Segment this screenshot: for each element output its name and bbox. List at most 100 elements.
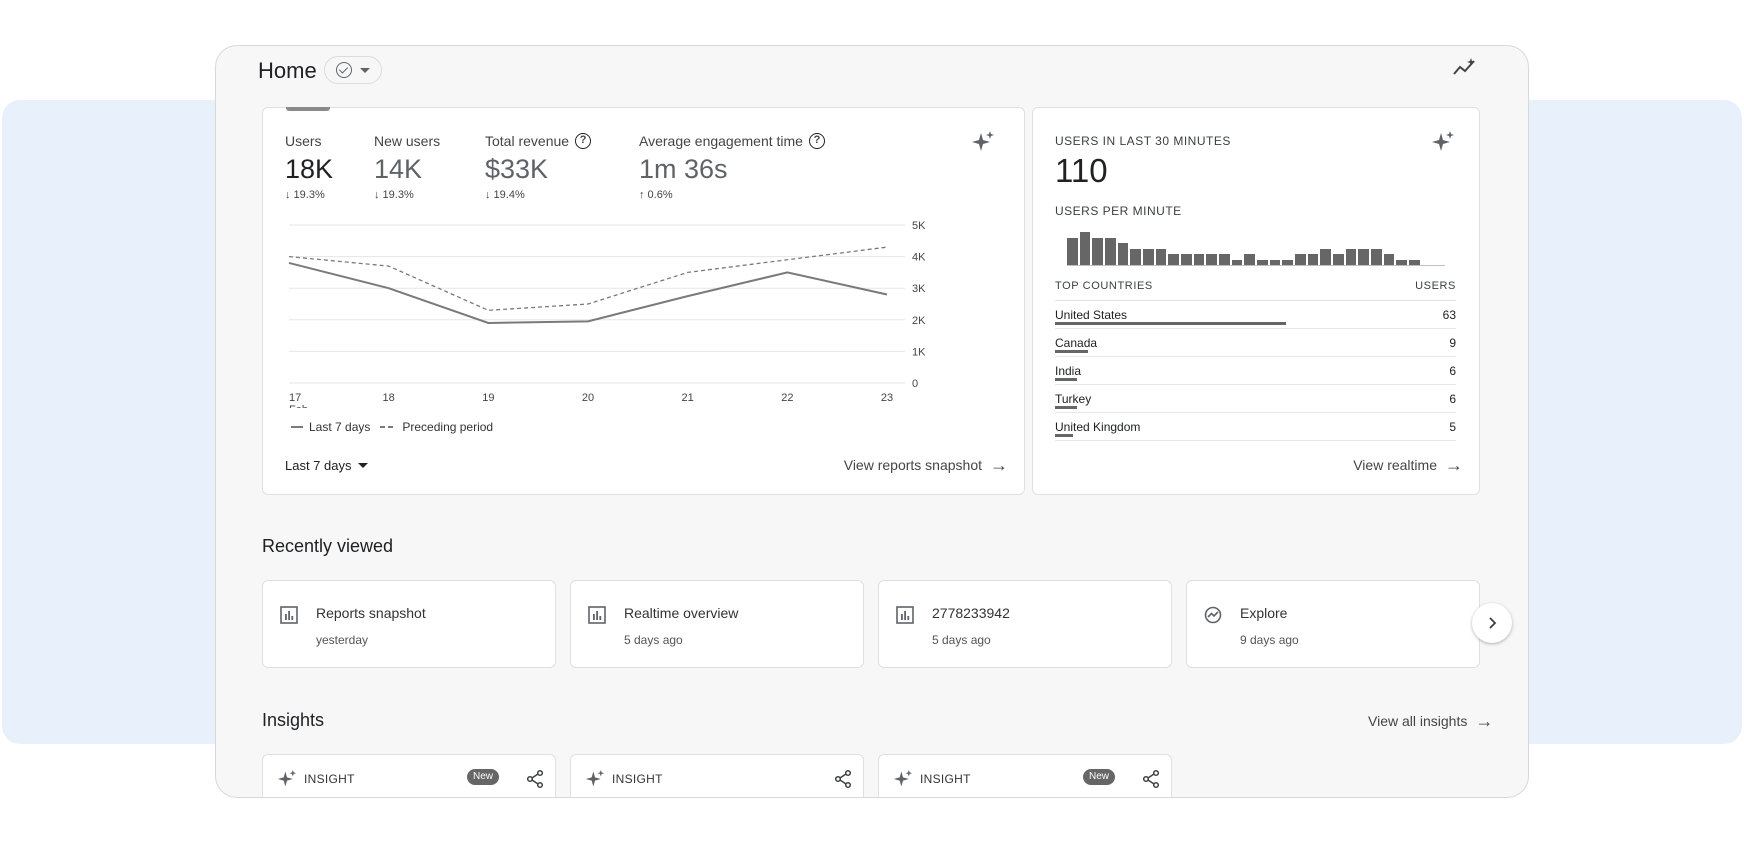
- explore-icon: [1204, 606, 1222, 624]
- metric-label: Average engagement time: [639, 133, 803, 149]
- per-minute-bar: [1231, 259, 1243, 265]
- metrics-card: Users 18K ↓ 19.3% New users 14K ↓ 19.3% …: [262, 107, 1025, 495]
- insights-sparkline-icon[interactable]: [1452, 56, 1478, 80]
- country-row: Turkey 6: [1055, 385, 1456, 413]
- arrow-right-icon: →: [990, 455, 1008, 475]
- metric-total-revenue[interactable]: Total revenue? $33K ↓ 19.4%: [485, 133, 592, 201]
- y-tick-label: 1K: [912, 346, 926, 358]
- date-range-dropdown[interactable]: Last 7 days: [285, 458, 368, 473]
- countries-column-header: TOP COUNTRIES: [1055, 280, 1153, 292]
- sparkle-icon[interactable]: [1431, 130, 1455, 154]
- recent-item-time: yesterday: [316, 633, 369, 647]
- per-minute-bar: [1155, 248, 1167, 265]
- x-tick-sublabel: Feb: [289, 404, 308, 408]
- per-minute-bar: [1193, 254, 1205, 265]
- table-header: TOP COUNTRIES USERS: [1055, 280, 1456, 301]
- per-minute-bar: [1067, 237, 1078, 265]
- share-icon[interactable]: [833, 769, 853, 789]
- per-minute-bar: [1079, 232, 1091, 265]
- series-line-last-7-days: [288, 261, 888, 324]
- realtime-card: USERS IN LAST 30 MINUTES 110 USERS PER M…: [1032, 107, 1480, 495]
- per-minute-bar: [1143, 248, 1154, 265]
- insight-card[interactable]: INSIGHT: [570, 754, 864, 797]
- page-title: Home: [258, 58, 317, 83]
- per-minute-bar: [1257, 259, 1268, 265]
- sparkle-icon[interactable]: [971, 130, 995, 154]
- insight-label: INSIGHT: [920, 772, 971, 786]
- x-tick-label: 23: [881, 392, 893, 404]
- legend-solid-swatch: [291, 426, 303, 428]
- metric-value: 14K: [374, 154, 423, 184]
- recent-item-reports-snapshot[interactable]: Reports snapshot yesterday: [262, 580, 556, 668]
- arrow-right-icon: →: [1445, 455, 1463, 475]
- y-tick-label: 4K: [912, 252, 926, 264]
- recent-item-explore[interactable]: Explore 9 days ago: [1186, 580, 1480, 668]
- realtime-heading: USERS IN LAST 30 MINUTES: [1055, 134, 1231, 148]
- metric-value: 1m 36s: [639, 154, 728, 184]
- metric-value: $33K: [485, 154, 549, 184]
- per-minute-bar: [1396, 259, 1408, 265]
- country-row: United Kingdom 5: [1055, 413, 1456, 441]
- insight-card[interactable]: INSIGHT New: [262, 754, 556, 797]
- arrow-right-icon: →: [1475, 711, 1494, 731]
- link-label: View realtime: [1353, 457, 1437, 473]
- country-users: 5: [1449, 420, 1456, 434]
- carousel-next-button[interactable]: [1472, 603, 1512, 643]
- per-minute-bar: [1383, 254, 1395, 265]
- metric-users[interactable]: Users 18K ↓ 19.3%: [285, 133, 333, 201]
- x-tick-label: 22: [781, 392, 793, 404]
- metric-new-users[interactable]: New users 14K ↓ 19.3%: [374, 133, 440, 201]
- insight-label: INSIGHT: [612, 772, 663, 786]
- share-icon[interactable]: [1141, 769, 1161, 789]
- property-status-chip[interactable]: [324, 56, 382, 84]
- per-minute-bar: [1409, 259, 1420, 265]
- per-minute-bar: [1307, 254, 1319, 265]
- per-minute-bar: [1206, 254, 1218, 265]
- link-label: View all insights: [1368, 713, 1468, 729]
- country-name: United Kingdom: [1055, 420, 1141, 434]
- recent-item-realtime-overview[interactable]: Realtime overview 5 days ago: [570, 580, 864, 668]
- insight-label: INSIGHT: [304, 772, 355, 786]
- recent-item-title: Realtime overview: [624, 605, 739, 621]
- users-per-minute-heading: USERS PER MINUTE: [1055, 204, 1182, 218]
- view-realtime-link[interactable]: View realtime →: [1353, 456, 1463, 474]
- metric-label: Total revenue: [485, 133, 570, 149]
- y-tick-label: 0: [912, 378, 918, 390]
- per-minute-bar: [1345, 248, 1357, 265]
- recent-item-time: 9 days ago: [1240, 633, 1299, 647]
- view-reports-snapshot-link[interactable]: View reports snapshot →: [844, 456, 1008, 474]
- x-tick-label: 17: [289, 392, 301, 404]
- per-minute-bar: [1282, 259, 1294, 265]
- per-minute-bar: [1295, 254, 1306, 265]
- country-share-bar: [1055, 434, 1074, 437]
- chevron-right-icon: [1489, 617, 1497, 629]
- country-share-bar: [1055, 378, 1077, 381]
- help-icon[interactable]: ?: [808, 133, 825, 149]
- metric-engagement-time[interactable]: Average engagement time? 1m 36s ↑ 0.6%: [639, 133, 825, 201]
- insights-title: Insights: [262, 710, 325, 730]
- metric-label: New users: [374, 133, 441, 149]
- view-all-insights-link[interactable]: View all insights →: [1368, 712, 1493, 730]
- legend-dashed-swatch: [380, 426, 397, 428]
- recent-item-report-id[interactable]: 2778233942 5 days ago: [878, 580, 1172, 668]
- check-circle-icon: [336, 62, 352, 78]
- share-icon[interactable]: [525, 769, 545, 789]
- legend-label: Preceding period: [402, 420, 494, 434]
- link-label: View reports snapshot: [843, 457, 982, 473]
- metric-delta: ↓ 19.3%: [285, 189, 325, 201]
- recently-viewed-title: Recently viewed: [262, 536, 394, 556]
- recent-item-title: Explore: [1240, 605, 1288, 621]
- country-users: 6: [1449, 392, 1456, 406]
- new-badge: New: [467, 769, 500, 785]
- country-users: 63: [1442, 308, 1456, 322]
- metric-delta: ↑ 0.6%: [639, 189, 673, 201]
- insight-card[interactable]: INSIGHT New: [878, 754, 1172, 797]
- bar-chart-icon: [896, 606, 914, 624]
- help-icon[interactable]: ?: [575, 133, 592, 149]
- bar-chart-icon: [280, 606, 298, 624]
- country-share-bar: [1055, 406, 1077, 409]
- per-minute-bar: [1219, 254, 1230, 265]
- country-name: India: [1055, 364, 1082, 378]
- per-minute-bar: [1371, 248, 1382, 265]
- y-tick-label: 3K: [912, 283, 926, 295]
